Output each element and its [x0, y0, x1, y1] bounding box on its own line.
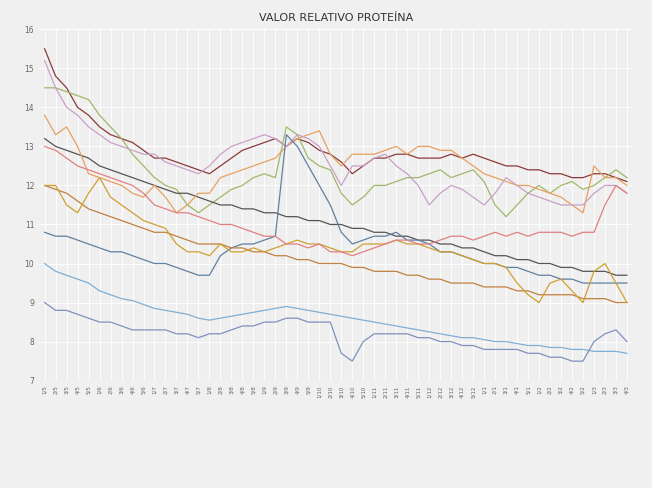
Title: VALOR RELATIVO PROTEÍNA: VALOR RELATIVO PROTEÍNA — [259, 13, 413, 23]
